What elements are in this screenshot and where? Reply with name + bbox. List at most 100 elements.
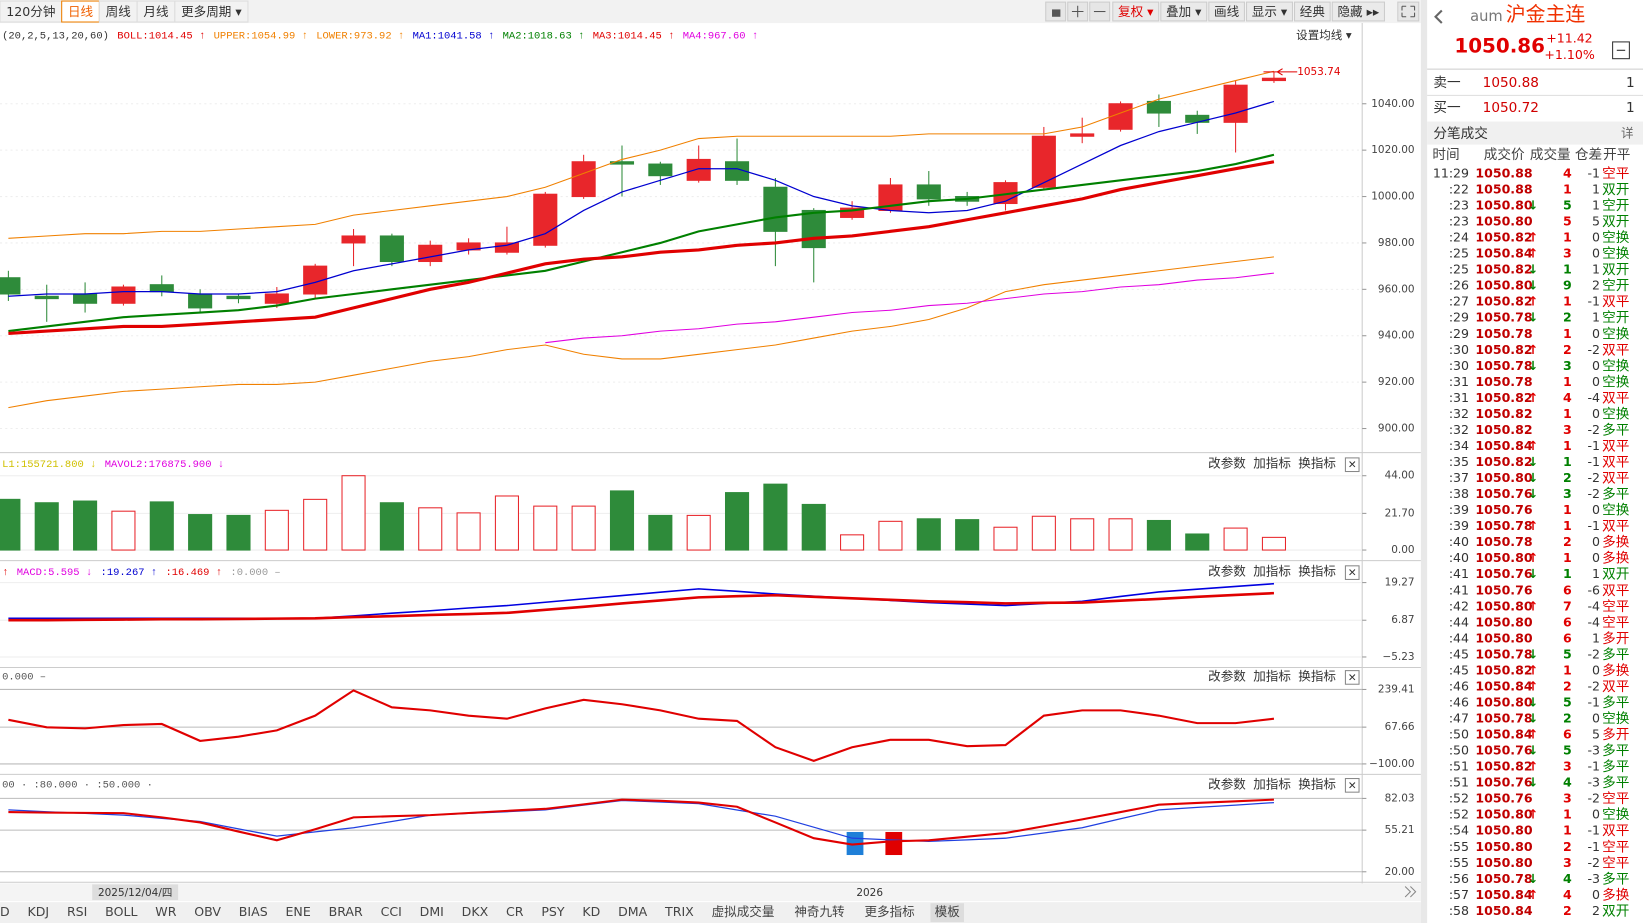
pane-close[interactable]: ✕ <box>1348 672 1357 684</box>
period-tab[interactable] <box>174 0 249 23</box>
pane-close-box[interactable] <box>1344 778 1360 793</box>
indicator-tab[interactable]: DMI <box>420 904 444 919</box>
candle-body <box>763 186 788 232</box>
tick-type: 空开 <box>1602 310 1629 326</box>
pane-button[interactable]: 改参数 <box>1208 456 1246 471</box>
indicator-tab[interactable]: 虚拟成交量 <box>712 904 775 919</box>
tick-arrow: ↑ <box>1528 390 1539 405</box>
tick-volume: 1 <box>1563 550 1572 565</box>
indicator-tab[interactable]: 模板 <box>935 904 961 919</box>
tool-button[interactable] <box>1294 1 1331 22</box>
tick-oi-change: -2 <box>1588 470 1601 485</box>
tick-price: 1050.82 <box>1475 662 1532 677</box>
tick-oi-change: -1 <box>1588 839 1601 854</box>
indicator-tab[interactable]: DMA <box>618 904 648 919</box>
indicator-tab[interactable]: CR <box>506 904 524 919</box>
tick-volume: 6 <box>1563 582 1572 597</box>
tick-oi-change: -2 <box>1588 422 1601 437</box>
y-tick-label: 82.03 <box>1385 792 1415 804</box>
indicator-tab[interactable]: WR <box>155 904 176 919</box>
tick-type: 空平 <box>1602 599 1629 615</box>
indicator-tab[interactable]: KD <box>582 904 600 919</box>
pane-button[interactable]: 换指标 <box>1298 776 1336 791</box>
tick-time: :31 <box>1449 374 1469 389</box>
pane-close[interactable]: ✕ <box>1348 780 1357 792</box>
pane-close-box[interactable] <box>1344 565 1360 580</box>
indicator-legend: LOWER:973.92 ↑ <box>316 30 404 42</box>
y-tick-label: 67.66 <box>1385 721 1415 733</box>
volume-bar <box>1070 518 1095 551</box>
pane-button[interactable]: 加指标 <box>1253 668 1291 683</box>
ticks-header: 仓差 <box>1575 147 1602 163</box>
tick-price: 1050.76 <box>1475 743 1532 758</box>
tick-volume: 2 <box>1563 310 1572 325</box>
indicator-legend: :0.000 – <box>230 567 280 579</box>
tool-button-label: 叠加 ▾ <box>1166 4 1202 19</box>
pane-button[interactable]: 换指标 <box>1298 456 1336 471</box>
indicator-tab[interactable]: DKX <box>462 904 489 919</box>
pane-button[interactable]: 加指标 <box>1253 456 1291 471</box>
tool-button[interactable] <box>1331 1 1385 22</box>
indicator-tab[interactable]: CCI <box>381 904 402 919</box>
volume-bar <box>303 498 328 551</box>
pane-close[interactable]: ✕ <box>1348 459 1357 471</box>
date-axis-bg <box>0 883 1421 902</box>
y-tick-label: 900.00 <box>1378 423 1415 435</box>
volume-bar <box>840 534 865 551</box>
tick-time: :25 <box>1449 262 1469 277</box>
tick-type: 双平 <box>1602 455 1629 471</box>
indicator-tab[interactable]: OBV <box>194 904 221 919</box>
indicator-params: (20,2,5,13,20,60) <box>2 30 109 42</box>
pane-button[interactable]: 改参数 <box>1208 776 1246 791</box>
date-label: 2026 <box>856 887 883 899</box>
y-tick-label: 44.00 <box>1385 470 1415 482</box>
ma-setting-button[interactable]: 设置均线 ▾ <box>1296 28 1352 42</box>
tick-time: :42 <box>1449 598 1469 613</box>
indicator-tab[interactable]: RSI <box>67 904 87 919</box>
tick-price: 1050.76 <box>1475 486 1532 501</box>
indicator-tab[interactable]: KDJ <box>28 904 50 919</box>
tick-oi-change: 1 <box>1592 181 1600 196</box>
tick-type: 多换 <box>1602 886 1630 903</box>
tool-button[interactable] <box>1160 1 1208 22</box>
indicator-tab[interactable]: BRAR <box>329 904 363 919</box>
indicator-tab[interactable]: BOLL <box>105 904 137 919</box>
candle-body <box>111 286 136 304</box>
tick-price: 1050.80 <box>1475 694 1532 709</box>
tick-type: 空换 <box>1602 710 1630 727</box>
indicator-tab[interactable]: 神奇九转 <box>794 904 845 919</box>
scroll-arrow[interactable] <box>1404 886 1417 898</box>
pane-button[interactable]: 改参数 <box>1208 668 1246 683</box>
tick-arrow: ↑ <box>1528 294 1539 309</box>
tick-type: 双开 <box>1602 182 1629 198</box>
indicator-tab[interactable]: D <box>0 904 10 919</box>
indicator-line <box>545 272 1275 344</box>
tool-button[interactable] <box>1112 1 1160 22</box>
ticks-header: 成交价 <box>1484 146 1525 163</box>
fullscreen-button[interactable] <box>1397 1 1420 22</box>
indicator-tab[interactable]: TRIX <box>664 904 694 919</box>
pane-button[interactable]: 加指标 <box>1253 564 1291 579</box>
pane-close-box[interactable] <box>1344 457 1360 473</box>
detail-button[interactable]: 详 <box>1621 126 1634 141</box>
tick-time: :32 <box>1449 422 1469 437</box>
tool-button[interactable] <box>1208 1 1245 22</box>
y-tick-label: −5.23 <box>1382 651 1414 663</box>
pane-close[interactable]: ✕ <box>1348 567 1357 579</box>
tick-oi-change: -1 <box>1588 438 1601 453</box>
indicator-tab[interactable]: 更多指标 <box>864 904 915 919</box>
tool-button[interactable] <box>1246 1 1293 22</box>
pane-button[interactable]: 加指标 <box>1253 776 1291 791</box>
indicator-tab[interactable]: ENE <box>286 904 311 919</box>
pane-button[interactable]: 改参数 <box>1208 564 1246 579</box>
tick-price: 1050.88 <box>1475 165 1532 180</box>
indicator-tab[interactable]: PSY <box>541 904 565 919</box>
pane-button[interactable]: 换指标 <box>1298 668 1336 683</box>
back-arrow[interactable] <box>1434 9 1443 24</box>
pane-button[interactable]: 换指标 <box>1298 564 1336 579</box>
tick-time: :45 <box>1449 646 1469 661</box>
pane-close-box[interactable] <box>1344 670 1360 685</box>
indicator-tab[interactable]: BIAS <box>239 904 268 919</box>
tick-type: 空换 <box>1602 373 1630 390</box>
tick-time: :29 <box>1449 310 1469 325</box>
